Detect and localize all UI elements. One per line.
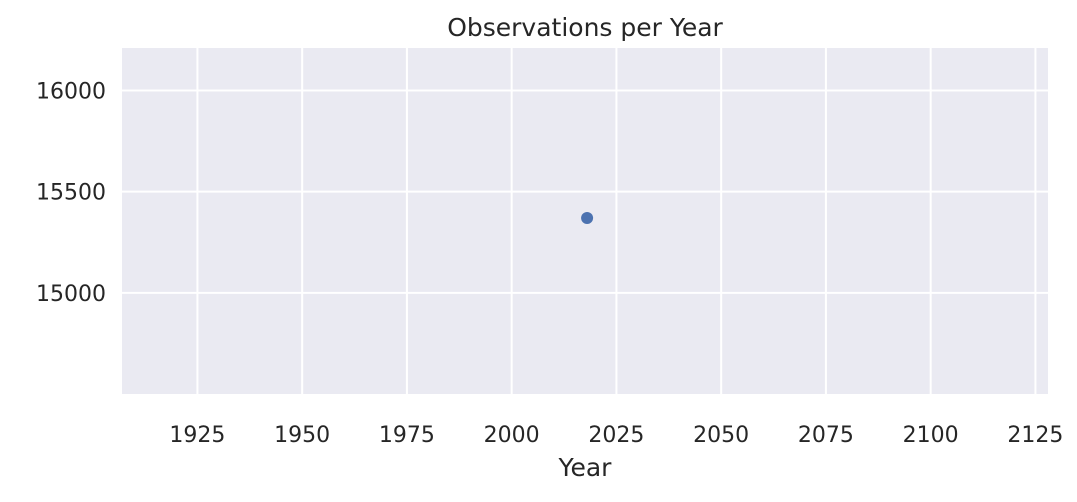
x-axis-ticks: 1925 1950 1975 2000 2025 2050 2075 2100 2125 (169, 423, 1063, 448)
x-tick-label: 1925 (169, 423, 225, 448)
x-tick-label: 2075 (798, 423, 854, 448)
y-tick-label: 15000 (36, 282, 106, 307)
grid-lines (122, 48, 1048, 394)
y-tick-label: 15500 (36, 181, 106, 206)
x-axis-label: Year (558, 453, 613, 482)
x-tick-label: 2025 (588, 423, 644, 448)
y-tick-label: 16000 (36, 79, 106, 104)
data-point (581, 211, 594, 224)
x-tick-label: 2100 (903, 423, 959, 448)
y-axis-ticks: 15000 15500 16000 (36, 79, 106, 306)
data-points (581, 211, 594, 224)
x-tick-label: 1975 (379, 423, 435, 448)
x-tick-label: 1950 (274, 423, 330, 448)
chart-title: Observations per Year (447, 13, 723, 42)
x-tick-label: 2125 (1007, 423, 1063, 448)
x-tick-label: 2000 (484, 423, 540, 448)
x-tick-label: 2050 (693, 423, 749, 448)
